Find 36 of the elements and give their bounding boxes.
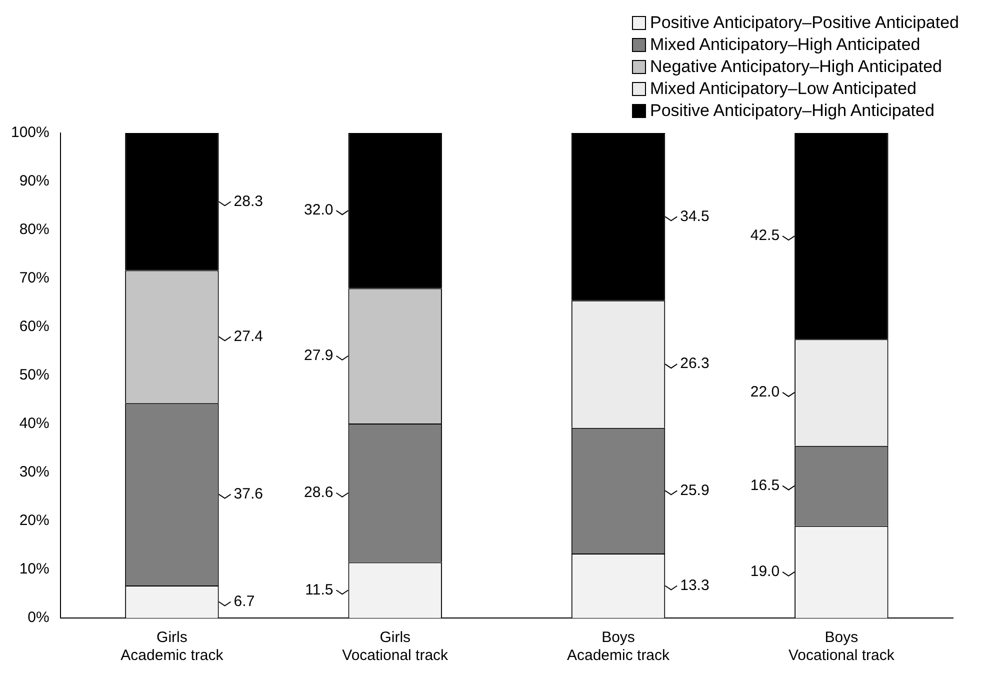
y-tick-label: 80% xyxy=(19,221,50,238)
data-label: 26.3 xyxy=(680,355,710,372)
x-tick-label: Girls Vocational track xyxy=(342,629,449,664)
data-label: 11.5 xyxy=(305,581,334,598)
x-tick-label: Boys Academic track xyxy=(566,629,670,664)
data-label: 27.9 xyxy=(304,347,334,364)
legend-label: Positive Anticipatory–Positive Anticipated xyxy=(650,12,959,34)
y-tick-label: 70% xyxy=(19,270,50,287)
data-label: 19.0 xyxy=(750,563,780,580)
data-label: 16.5 xyxy=(750,476,780,494)
y-tick-label: 20% xyxy=(19,512,50,530)
data-label: 22.0 xyxy=(750,384,780,401)
data-label: 13.3 xyxy=(680,576,710,594)
data-label: 27.4 xyxy=(234,328,264,345)
data-label: 6.7 xyxy=(234,592,255,610)
y-tick-label: 100% xyxy=(10,124,50,142)
data-label: 28.6 xyxy=(304,484,334,502)
y-tick-label: 60% xyxy=(19,318,50,336)
y-tick-label: 90% xyxy=(19,172,50,190)
y-tick-label: 0% xyxy=(28,609,50,626)
x-tick-label: Girls Academic track xyxy=(120,629,224,664)
data-label: 42.5 xyxy=(750,227,780,244)
y-tick-label: 50% xyxy=(19,366,50,384)
legend-label: Mixed Anticipatory–Low Anticipated xyxy=(650,78,916,100)
legend-label: Positive Anticipatory–High Anticipated xyxy=(650,100,934,122)
y-tick-label: 40% xyxy=(19,415,50,432)
data-label: 28.3 xyxy=(234,192,264,210)
data-label: 32.0 xyxy=(304,202,334,219)
data-label: 25.9 xyxy=(680,482,710,499)
x-tick-label: Boys Vocational track xyxy=(788,629,895,664)
data-label: 34.5 xyxy=(680,208,710,225)
data-label: 37.6 xyxy=(234,485,264,502)
legend-label: Negative Anticipatory–High Anticipated xyxy=(650,56,942,78)
y-tick-label: 10% xyxy=(19,560,50,578)
y-tick-label: 30% xyxy=(19,464,50,481)
legend-label: Mixed Anticipatory–High Anticipated xyxy=(650,34,920,56)
